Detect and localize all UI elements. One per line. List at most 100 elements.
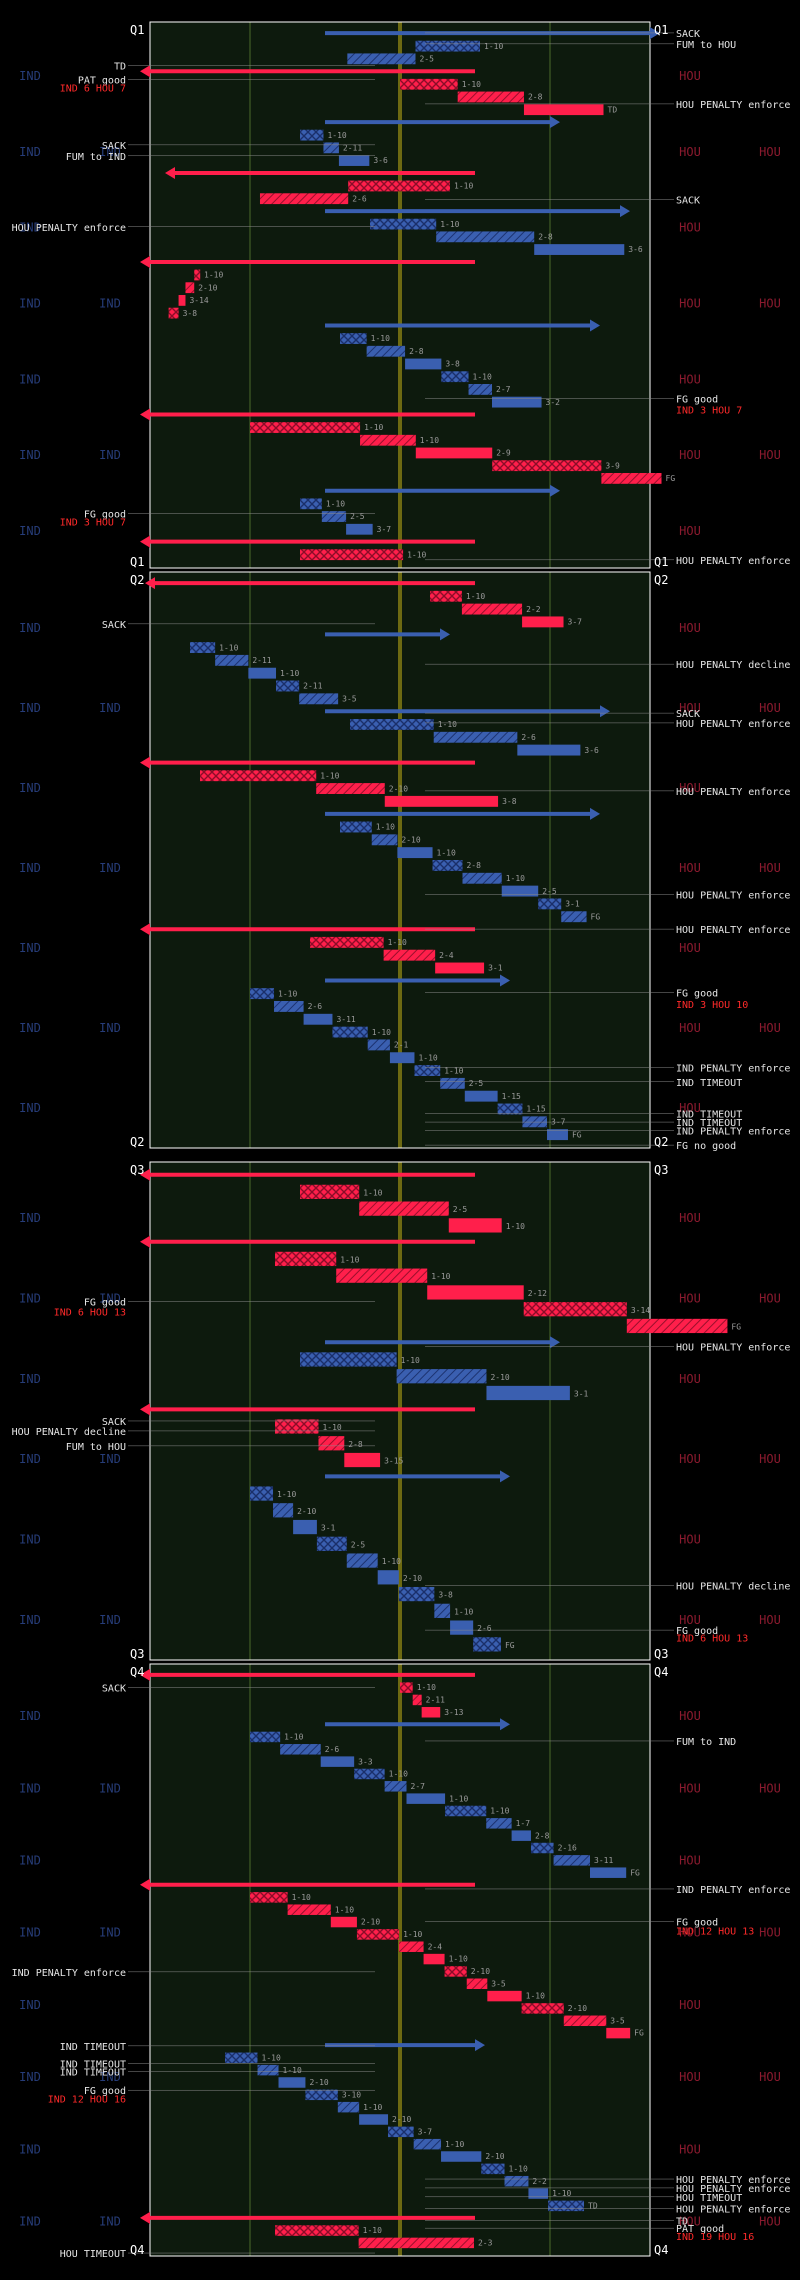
play-bar: [461, 603, 523, 615]
play-label: 3-15: [384, 1457, 403, 1466]
watermark-team: HOU: [679, 69, 701, 83]
play-label: 2-10: [389, 784, 408, 793]
play-label: 3-9: [605, 461, 620, 470]
play-label: 2-10: [198, 283, 217, 292]
watermark-team: HOU: [679, 1021, 701, 1035]
play-bar: [384, 795, 499, 807]
drive-arrowhead: [140, 1878, 150, 1891]
watermark-team: IND: [19, 1021, 41, 1035]
play-bar: [468, 384, 493, 395]
play-label: 2-5: [351, 1540, 366, 1549]
event-label: HOU PENALTY decline: [676, 1581, 790, 1592]
watermark-team: IND: [99, 701, 121, 715]
play-label: 1-10: [552, 2189, 571, 2198]
play-bar: [487, 1990, 522, 2002]
event-label: PAT good: [676, 2224, 724, 2235]
play-bar: [397, 847, 433, 859]
play-bar: [413, 2138, 442, 2150]
watermark-team: IND: [19, 1211, 41, 1225]
play-bar: [432, 860, 463, 871]
play-bar: [538, 898, 562, 910]
watermark-team: HOU: [759, 1452, 781, 1466]
watermark-team: IND: [19, 372, 41, 386]
play-bar: [396, 1369, 487, 1384]
drive-arrowhead: [550, 116, 560, 129]
play-bar: [305, 2089, 338, 2101]
watermark-team: HOU: [679, 861, 701, 875]
watermark-team: HOU: [759, 1613, 781, 1627]
event-label: SACK: [102, 1417, 126, 1428]
play-bar: [547, 1129, 568, 1141]
play-bar: [275, 1419, 319, 1434]
play-label: 3-3: [358, 1757, 373, 1766]
drive-arrowhead: [140, 1168, 150, 1181]
watermark-team: HOU: [759, 1926, 781, 1940]
play-bar: [348, 180, 450, 192]
play-label: 1-10: [403, 1930, 422, 1939]
play-bar: [275, 2225, 359, 2236]
play-label: 2-8: [538, 233, 553, 242]
quarter-label: Q1: [654, 555, 668, 569]
play-label: 3-7: [568, 618, 583, 627]
play-bar: [178, 295, 186, 306]
play-bar: [441, 2151, 482, 2162]
play-label: 2-10: [361, 1918, 380, 1927]
play-bar: [433, 731, 518, 743]
score-label: IND 3 HOU 7: [60, 518, 126, 529]
play-bar: [338, 155, 370, 166]
watermark-team: IND: [99, 1291, 121, 1305]
play-label: 2-7: [411, 1782, 426, 1791]
play-bar: [300, 1352, 397, 1367]
play-label: 2-6: [325, 1745, 340, 1754]
quarter-label: Q1: [130, 555, 144, 569]
play-label: 2-11: [426, 1696, 445, 1705]
play-bar: [445, 1805, 487, 1817]
play-label: 1-10: [473, 372, 492, 381]
watermark-team: HOU: [679, 524, 701, 538]
play-bar: [359, 2114, 389, 2125]
quarter-label: Q2: [654, 573, 668, 587]
event-label: TD: [114, 62, 126, 73]
watermark-team: HOU: [759, 2070, 781, 2084]
play-bar: [340, 333, 367, 344]
play-bar: [274, 1001, 304, 1012]
watermark-team: HOU: [679, 2142, 701, 2156]
watermark-team: HOU: [679, 1211, 701, 1225]
event-label: HOU TIMEOUT: [676, 2193, 742, 2204]
event-label: TD: [676, 2216, 688, 2227]
drive-arrowhead: [140, 2211, 150, 2224]
event-label: IND PENALTY enforce: [676, 1063, 790, 1074]
play-bar: [522, 1116, 548, 1128]
event-label: FG no good: [676, 1141, 736, 1152]
play-bar: [250, 988, 275, 1000]
play-bar: [511, 1830, 531, 1841]
play-bar: [530, 1842, 554, 1854]
watermark-team: IND: [19, 1452, 41, 1466]
play-bar: [400, 78, 458, 90]
play-label: 2-1: [394, 1041, 409, 1050]
play-label: 2-2: [526, 605, 541, 614]
play-label: 2-16: [558, 1844, 577, 1853]
play-label: 3-5: [610, 2016, 625, 2025]
event-label: FG good: [84, 1297, 126, 1308]
watermark-team: HOU: [759, 145, 781, 159]
play-bar: [316, 1536, 347, 1551]
play-label: TD: [588, 2202, 598, 2211]
score-label: IND 3 HOU 10: [676, 1000, 748, 1011]
event-label: IND TIMEOUT: [676, 1109, 742, 1120]
drive-arrowhead: [440, 628, 450, 641]
event-label: HOU PENALTY enforce: [676, 2205, 790, 2216]
play-bar: [303, 1013, 333, 1025]
play-bar: [215, 654, 249, 666]
play-label: 1-10: [466, 592, 485, 601]
play-label: 3-7: [377, 525, 392, 534]
watermark-team: IND: [99, 2070, 121, 2084]
play-label: 1-10: [376, 823, 395, 832]
event-label: SACK: [676, 195, 700, 206]
drive-arrowhead: [600, 705, 610, 718]
watermark-team: HOU: [679, 1291, 701, 1305]
play-label: 1-10: [418, 1053, 437, 1062]
play-label: 2-11: [252, 656, 271, 665]
watermark-team: IND: [19, 69, 41, 83]
event-label: HOU PENALTY enforce: [676, 2184, 790, 2195]
